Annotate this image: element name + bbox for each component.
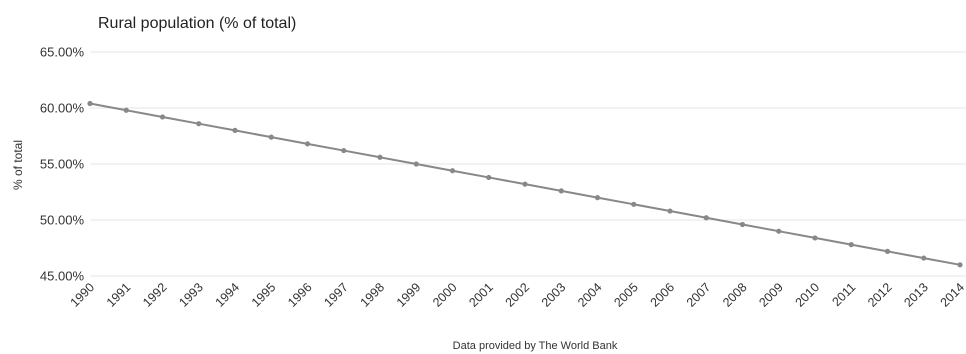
data-point-2011 [848, 242, 854, 248]
y-axis-label: % of total [11, 140, 25, 190]
x-tick-label-2003: 2003 [539, 280, 569, 310]
y-tick-label-3: 60.00% [40, 101, 85, 116]
chart-title: Rural population (% of total) [98, 15, 296, 32]
data-point-2012 [884, 248, 891, 254]
x-tick-label-2009: 2009 [756, 280, 786, 310]
data-point-2001 [486, 174, 492, 181]
data-point-2010 [812, 235, 818, 241]
data-point-2008 [739, 221, 746, 228]
x-tick-label-1994: 1994 [213, 280, 243, 310]
data-point-2000 [449, 168, 456, 174]
x-axis-ticks: 1990 1991 1992 1993 1994 1995 1996 1997 1998 1999… [68, 280, 966, 310]
data-point-1990 [87, 100, 93, 107]
data-point-2009 [776, 228, 782, 234]
data-point-1993 [196, 121, 202, 127]
y-tick-label-2: 55.00% [40, 157, 85, 172]
data-point-2002 [522, 181, 528, 187]
data-point-1998 [377, 154, 383, 160]
data-point-1994 [232, 127, 238, 133]
data-point-1997 [341, 147, 347, 154]
x-tick-label-1995: 1995 [249, 280, 279, 310]
x-tick-label-1991: 1991 [104, 280, 134, 310]
x-tick-label-2000: 2000 [430, 280, 460, 310]
x-tick-label-2012: 2012 [865, 280, 895, 310]
data-point-2006 [667, 208, 673, 214]
x-tick-label-1996: 1996 [285, 280, 315, 310]
x-tick-label-1998: 1998 [358, 280, 388, 310]
x-tick-label-2014: 2014 [938, 280, 966, 310]
x-tick-label-1992: 1992 [140, 280, 170, 310]
data-point-2005 [631, 201, 637, 207]
x-tick-label-2005: 2005 [611, 280, 641, 310]
gridlines [90, 51, 966, 277]
x-tick-label-2011: 2011 [829, 280, 858, 309]
y-tick-label-1: 50.00% [40, 213, 85, 228]
x-tick-label-2007: 2007 [684, 280, 714, 310]
x-tick-label-1997: 1997 [321, 280, 351, 310]
data-point-2007 [703, 215, 709, 221]
data-point-2014 [957, 262, 963, 268]
data-point-2004 [594, 195, 601, 201]
data-point-1996 [304, 141, 311, 147]
x-tick-label-2008: 2008 [720, 280, 750, 310]
x-tick-label-2013: 2013 [901, 280, 931, 310]
x-tick-label-2004: 2004 [575, 280, 605, 310]
x-tick-label-2002: 2002 [503, 280, 533, 310]
data-point-2003 [558, 188, 564, 194]
data-point-2013 [921, 255, 927, 261]
series-rural-population [87, 100, 963, 268]
data-point-1995 [268, 134, 274, 140]
data-point-1992 [159, 114, 166, 120]
x-tick-label-1993: 1993 [176, 280, 206, 310]
x-tick-label-1990: 1990 [68, 280, 98, 310]
data-point-1991 [123, 107, 129, 113]
x-tick-label-2001: 2001 [466, 280, 496, 310]
y-axis-ticks: 45.00% 50.00% 55.00% 60.00% 65.00% [40, 45, 85, 284]
x-tick-label-1999: 1999 [394, 280, 424, 310]
y-tick-label-0: 45.00% [40, 269, 85, 284]
data-source-note: Data provided by The World Bank [453, 340, 618, 352]
x-tick-label-2010: 2010 [793, 280, 823, 310]
y-tick-label-4: 65.00% [40, 45, 85, 60]
x-tick-label-2006: 2006 [648, 280, 678, 310]
data-point-1999 [413, 161, 419, 167]
